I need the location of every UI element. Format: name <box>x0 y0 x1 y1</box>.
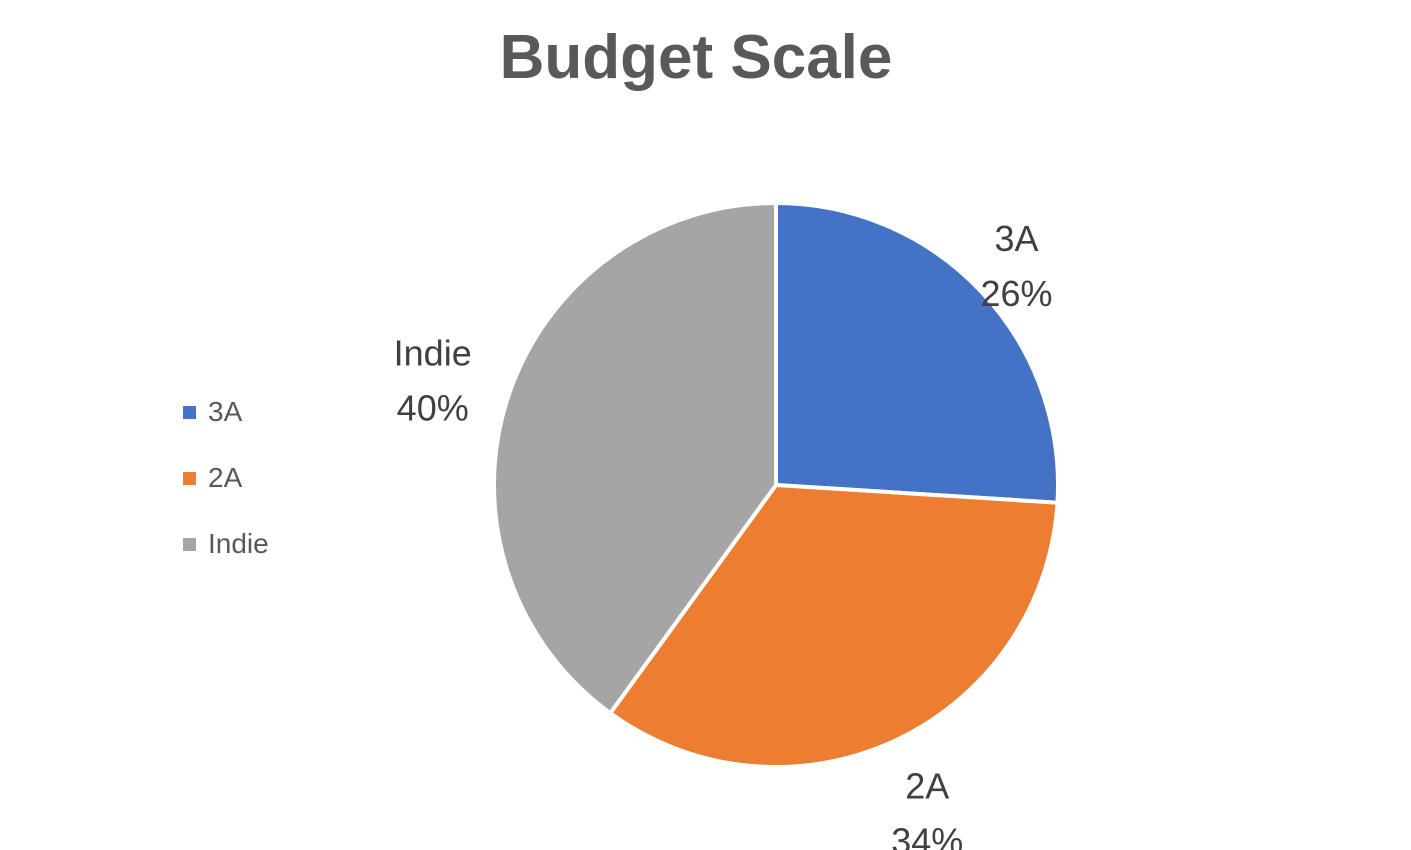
data-label-percent-indie: 40% <box>397 387 469 428</box>
data-label-indie: Indie 40% <box>394 332 472 428</box>
legend-item-3a: 3A <box>183 395 269 429</box>
data-label-percent-3a: 26% <box>980 273 1052 314</box>
data-label-category-indie: Indie <box>394 332 472 373</box>
data-label-category-2a: 2A <box>905 766 949 807</box>
pie-slice-3a <box>774 201 1060 505</box>
legend: 3A 2A Indie <box>183 395 269 593</box>
legend-item-indie: Indie <box>183 527 269 561</box>
chart-title: Budget Scale <box>499 23 893 92</box>
pie-slice-2a <box>608 483 1060 769</box>
data-label-percent-2a: 34% <box>891 821 963 850</box>
legend-item-2a: 2A <box>183 461 269 495</box>
legend-label-3a: 3A <box>208 396 243 427</box>
legend-label-indie: Indie <box>208 528 269 559</box>
legend-swatch-3a <box>183 405 196 419</box>
data-label-category-3a: 3A <box>994 218 1038 259</box>
legend-swatch-indie <box>183 537 196 551</box>
legend-swatch-2a <box>183 471 196 485</box>
legend-label-2a: 2A <box>208 462 243 493</box>
pie-slice-indie <box>492 201 778 716</box>
